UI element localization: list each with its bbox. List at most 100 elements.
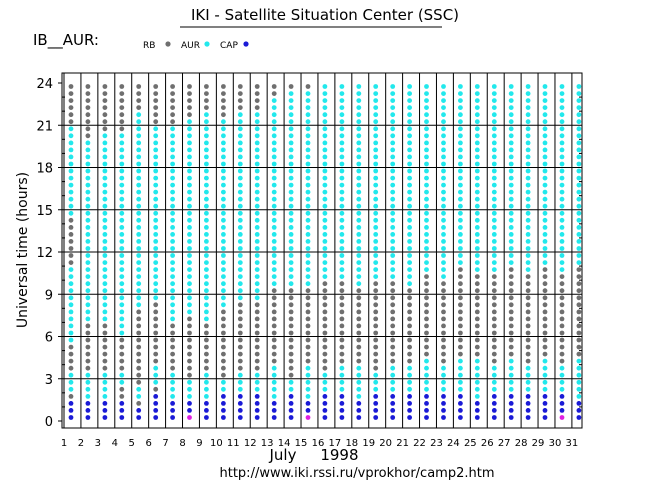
data-point-aur xyxy=(474,196,480,202)
data-point-rb xyxy=(68,217,74,223)
data-point-rb xyxy=(322,288,328,294)
data-point-rb xyxy=(271,84,277,89)
data-point-aur xyxy=(508,119,514,125)
data-point-rb xyxy=(508,330,514,336)
data-point-rb xyxy=(491,309,497,315)
data-point-cap xyxy=(508,394,514,399)
data-point-aur xyxy=(170,309,176,315)
data-point-rb xyxy=(559,281,565,287)
data-point-aur xyxy=(102,147,108,153)
data-point-aur xyxy=(407,379,412,385)
data-point-aur xyxy=(322,126,328,132)
data-point-aur xyxy=(441,91,446,96)
data-point-rb xyxy=(119,351,125,357)
data-point-cap xyxy=(458,401,463,406)
data-point-rb xyxy=(305,302,311,308)
data-point-aur xyxy=(390,154,396,160)
data-point-rb xyxy=(119,119,125,125)
data-point-aur xyxy=(254,288,260,294)
data-point-rb xyxy=(136,330,142,336)
data-point-aur xyxy=(542,372,548,378)
data-point-aur xyxy=(153,372,159,378)
data-point-aur xyxy=(407,267,412,272)
data-point-aur xyxy=(339,260,345,265)
data-point-rb xyxy=(237,323,243,329)
data-point-aur xyxy=(271,267,277,272)
data-point-rb xyxy=(254,316,260,322)
data-point-cap xyxy=(491,401,497,406)
data-point-aur xyxy=(458,386,463,392)
data-point-aur xyxy=(356,386,362,392)
data-point-aur xyxy=(237,119,243,125)
data-point-aur xyxy=(474,98,480,103)
data-point-rb xyxy=(119,394,125,399)
data-point-other xyxy=(187,415,192,420)
data-point-aur xyxy=(508,210,514,216)
data-point-aur xyxy=(525,133,531,139)
data-point-rb xyxy=(339,358,345,364)
data-point-aur xyxy=(356,182,362,188)
data-point-aur xyxy=(68,288,74,294)
data-point-aur xyxy=(305,274,311,279)
data-point-rb xyxy=(85,365,91,371)
data-point-rb xyxy=(407,295,412,301)
data-point-cap xyxy=(68,401,74,406)
data-point-aur xyxy=(237,239,243,244)
data-point-aur xyxy=(424,140,429,146)
data-point-aur xyxy=(559,84,565,89)
data-point-rb xyxy=(508,281,514,287)
data-point-aur xyxy=(525,372,531,378)
data-point-aur xyxy=(458,161,463,167)
y-tick-label: 6 xyxy=(45,331,53,346)
data-point-aur xyxy=(119,330,125,336)
data-point-aur xyxy=(288,126,294,132)
data-point-aur xyxy=(339,147,345,153)
data-point-rb xyxy=(288,302,294,308)
data-point-aur xyxy=(508,168,514,174)
legend: RB AUR CAP xyxy=(143,41,249,51)
data-point-aur xyxy=(373,154,379,160)
data-point-cap xyxy=(339,408,345,413)
data-point-rb xyxy=(407,358,412,364)
data-point-rb xyxy=(204,337,209,343)
data-point-aur xyxy=(68,182,74,188)
data-point-aur xyxy=(525,217,531,223)
data-point-aur xyxy=(474,386,480,392)
data-point-rb xyxy=(221,365,226,371)
data-point-cap xyxy=(356,408,362,413)
data-point-rb xyxy=(187,365,192,371)
data-point-cap xyxy=(373,408,379,413)
data-point-rb xyxy=(170,323,176,329)
data-point-aur xyxy=(119,217,125,223)
data-point-aur xyxy=(491,182,497,188)
data-point-rb xyxy=(305,351,311,357)
data-point-aur xyxy=(525,253,531,258)
data-point-cap xyxy=(221,394,226,399)
data-point-rb xyxy=(271,323,277,329)
data-point-aur xyxy=(254,386,260,392)
data-point-aur xyxy=(474,246,480,251)
data-point-rb xyxy=(288,84,294,89)
data-point-aur xyxy=(424,147,429,153)
data-point-aur xyxy=(356,253,362,258)
data-point-aur xyxy=(390,274,396,279)
data-point-aur xyxy=(288,182,294,188)
data-point-aur xyxy=(136,267,142,272)
data-point-aur xyxy=(373,372,379,378)
data-point-aur xyxy=(136,203,142,209)
data-point-aur xyxy=(221,189,226,195)
data-point-aur xyxy=(170,161,176,167)
data-point-aur xyxy=(525,126,531,132)
data-point-aur xyxy=(136,288,142,294)
data-point-rb xyxy=(339,351,345,357)
data-point-rb xyxy=(508,351,514,357)
data-point-aur xyxy=(119,288,125,294)
data-point-rb xyxy=(119,337,125,343)
data-point-aur xyxy=(525,84,531,89)
data-point-rb xyxy=(254,323,260,329)
data-point-aur xyxy=(508,126,514,132)
data-point-cap xyxy=(322,394,328,399)
data-point-aur xyxy=(559,154,565,160)
data-point-rb xyxy=(458,274,463,279)
data-point-aur xyxy=(339,386,345,392)
